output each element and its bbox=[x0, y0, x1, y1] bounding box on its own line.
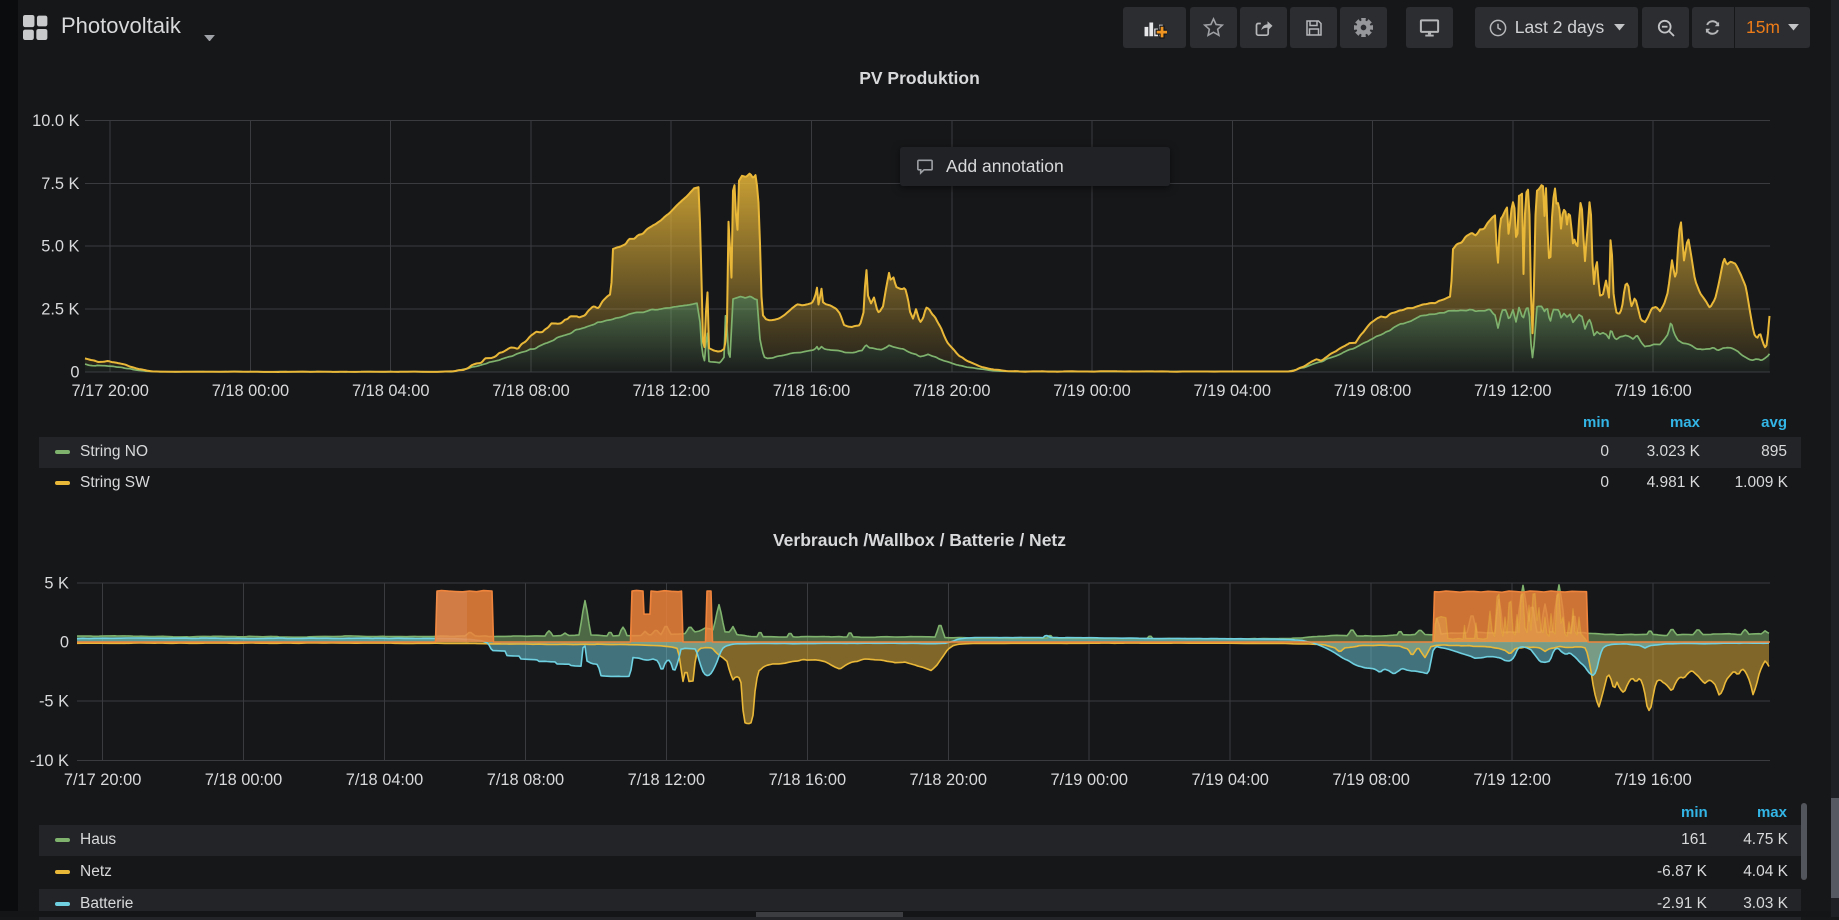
svg-text:7/18 16:00: 7/18 16:00 bbox=[769, 771, 846, 789]
svg-text:7/18 08:00: 7/18 08:00 bbox=[487, 771, 564, 789]
svg-text:7/18 12:00: 7/18 12:00 bbox=[628, 771, 705, 789]
svg-text:7/19 04:00: 7/19 04:00 bbox=[1191, 771, 1268, 789]
svg-text:7/18 12:00: 7/18 12:00 bbox=[632, 382, 709, 400]
svg-text:7/19 00:00: 7/19 00:00 bbox=[1053, 382, 1130, 400]
svg-text:7/17 20:00: 7/17 20:00 bbox=[71, 382, 148, 400]
svg-text:7/19 16:00: 7/19 16:00 bbox=[1614, 771, 1691, 789]
svg-text:7/17 20:00: 7/17 20:00 bbox=[64, 771, 141, 789]
svg-text:7/18 08:00: 7/18 08:00 bbox=[492, 382, 569, 400]
svg-text:7/18 20:00: 7/18 20:00 bbox=[913, 382, 990, 400]
svg-text:7/18 00:00: 7/18 00:00 bbox=[212, 382, 289, 400]
svg-text:7/19 12:00: 7/19 12:00 bbox=[1473, 771, 1550, 789]
svg-text:7/18 20:00: 7/18 20:00 bbox=[910, 771, 987, 789]
svg-text:7/19 08:00: 7/19 08:00 bbox=[1334, 382, 1411, 400]
svg-text:5 K: 5 K bbox=[44, 575, 69, 593]
svg-text:7/19 12:00: 7/19 12:00 bbox=[1474, 382, 1551, 400]
svg-text:-10 K: -10 K bbox=[30, 752, 69, 770]
svg-text:7/19 04:00: 7/19 04:00 bbox=[1194, 382, 1271, 400]
svg-text:7/19 16:00: 7/19 16:00 bbox=[1614, 382, 1691, 400]
svg-text:2.5 K: 2.5 K bbox=[41, 301, 79, 319]
svg-text:7/19 00:00: 7/19 00:00 bbox=[1051, 771, 1128, 789]
svg-text:7.5 K: 7.5 K bbox=[41, 175, 79, 193]
svg-text:-5 K: -5 K bbox=[39, 693, 69, 711]
svg-text:7/18 04:00: 7/18 04:00 bbox=[352, 382, 429, 400]
svg-text:7/19 08:00: 7/19 08:00 bbox=[1332, 771, 1409, 789]
svg-text:5.0 K: 5.0 K bbox=[41, 238, 79, 256]
svg-text:7/18 04:00: 7/18 04:00 bbox=[346, 771, 423, 789]
svg-text:7/18 00:00: 7/18 00:00 bbox=[205, 771, 282, 789]
svg-text:10.0 K: 10.0 K bbox=[32, 112, 79, 130]
svg-text:0: 0 bbox=[70, 364, 79, 382]
svg-text:0: 0 bbox=[60, 634, 69, 652]
svg-text:7/18 16:00: 7/18 16:00 bbox=[773, 382, 850, 400]
